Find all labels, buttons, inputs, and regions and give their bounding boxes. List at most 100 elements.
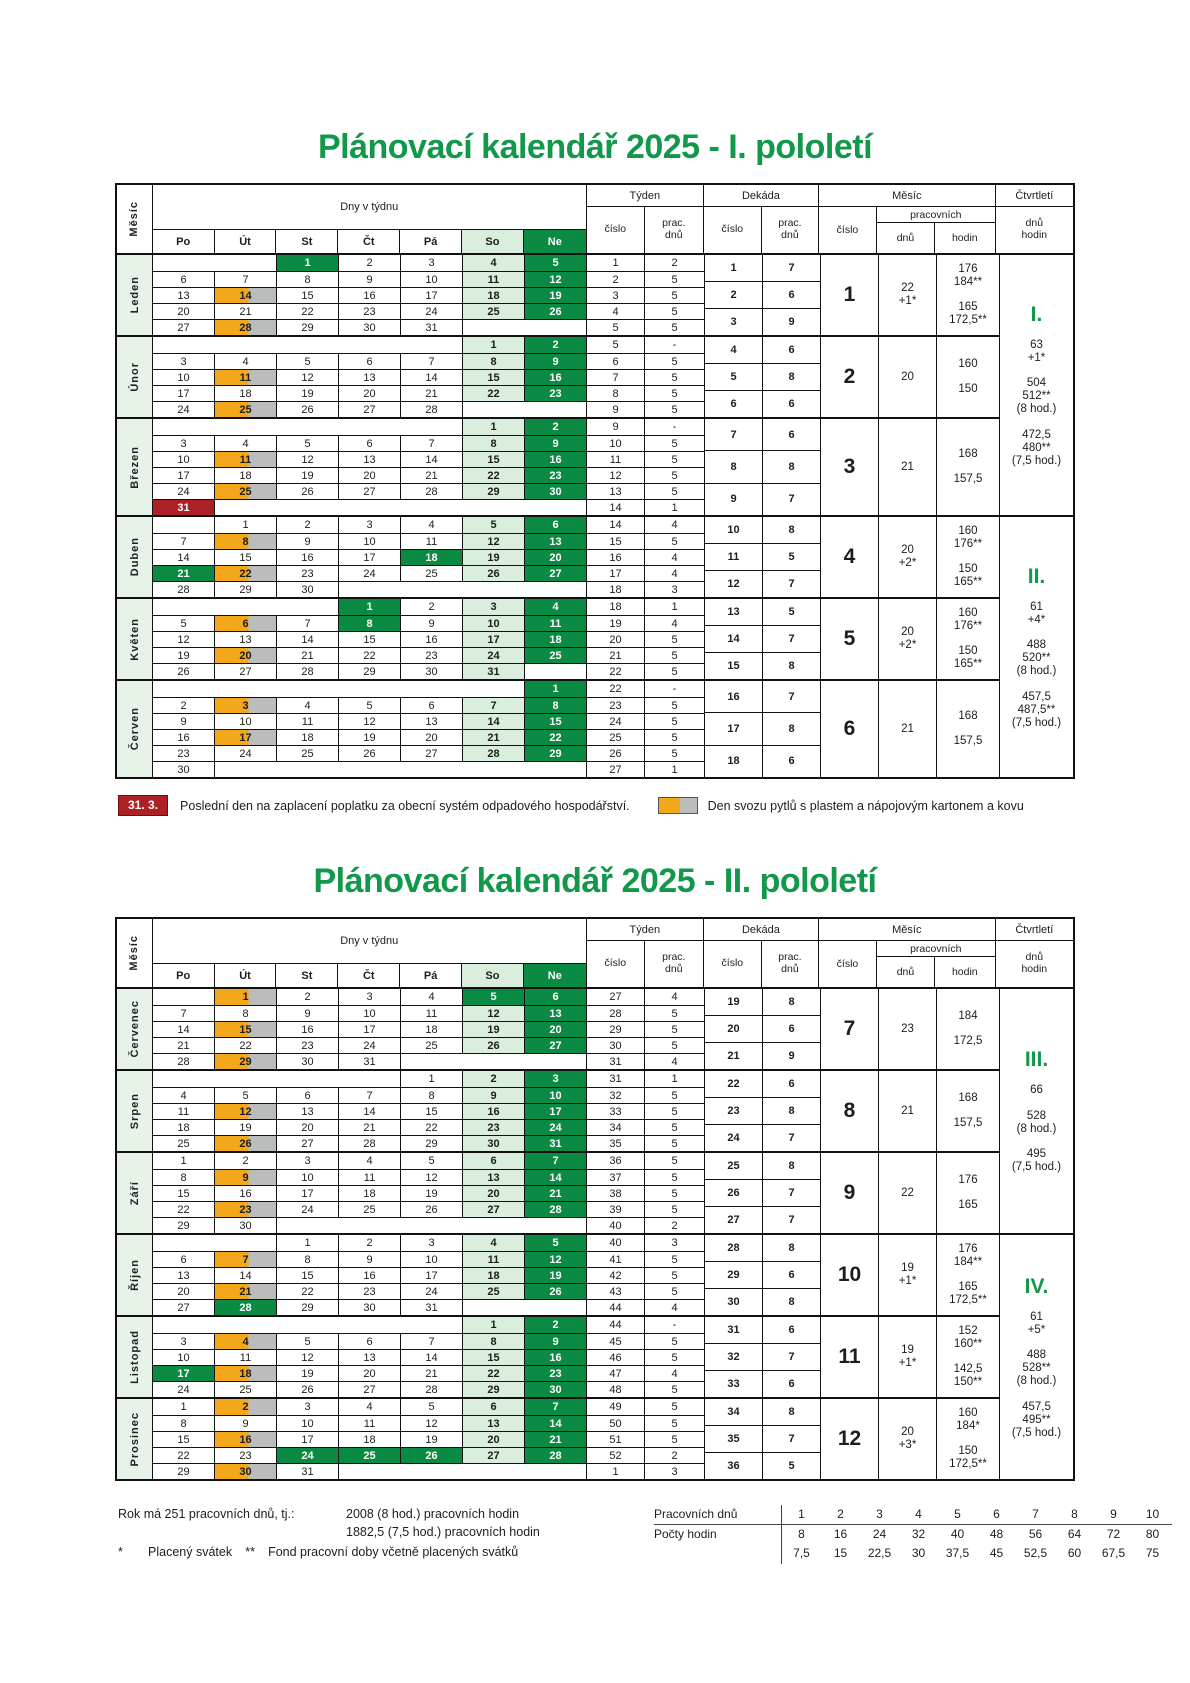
month-workdays: 21: [879, 1071, 937, 1151]
day-sunday: 14: [525, 1416, 587, 1431]
quarters-column: I. 63 +1* 504 512** (8 hod.) 472,5 480** …: [999, 255, 1073, 777]
week-number: 30: [587, 1038, 645, 1053]
week-row: 13 14 15 16 17 18 19 3 5: [153, 287, 705, 303]
table-header: Měsíc Dny v týdnu Po Út St Čt Pá So Ne Týden číslo…: [117, 919, 1074, 989]
hours-table-day-5: 5: [938, 1505, 977, 1526]
week-workdays: 5: [645, 534, 705, 549]
day-holiday: 25: [339, 1448, 401, 1463]
day-saturday: 28: [463, 746, 525, 761]
day-cell: 1: [277, 1235, 339, 1251]
week-row: 14 15 16 17 18 19 20 29 5: [153, 1021, 705, 1037]
day-cell: 29: [277, 1300, 339, 1315]
day-cell: 18: [215, 386, 277, 401]
dekada-row: 27 7: [705, 1206, 820, 1233]
month-workdays: 23: [879, 989, 937, 1069]
day-sunday: 20: [525, 550, 587, 565]
day-empty: [153, 1235, 277, 1251]
header-days-group: Dny v týdnu Po Út St Čt Pá So Ne: [152, 919, 587, 987]
month-name-cell: Květen: [117, 599, 153, 679]
dekada-number: 30: [705, 1289, 763, 1315]
day-sunday: 11: [525, 616, 587, 631]
quarter-hours: 66 528 (8 hod.) 495 (7,5 hod.): [1011, 1083, 1062, 1174]
week-workdays: 3: [645, 1464, 705, 1479]
dekada-row: 20 6: [705, 1015, 820, 1042]
dekada-workdays: 7: [788, 578, 795, 590]
day-cell: 2: [277, 517, 339, 533]
day-cell: 29: [339, 664, 401, 679]
day-waste-collection: 29: [215, 1054, 277, 1069]
week-row: 15 16 17 18 19 20 21 38 5: [153, 1185, 705, 1201]
day-sunday: 19: [525, 288, 587, 303]
day-cell: 24: [339, 1038, 401, 1053]
dekada-workdays: 7: [788, 262, 795, 274]
dekada-number: 25: [705, 1153, 763, 1179]
week-workdays: 5: [645, 648, 705, 663]
week-row: 6 7 8 9 10 11 12 2 5: [153, 271, 705, 287]
day-cell: 30: [339, 1300, 401, 1315]
month-dekady: 31 6 32 7 33 6: [705, 1317, 821, 1397]
dekada-number: 16: [705, 681, 763, 713]
day-cell: 24: [153, 1382, 215, 1397]
week-number: 1: [587, 255, 645, 271]
header-mesic-group-label: Měsíc: [818, 185, 995, 207]
quarter-label: IV.: [1024, 1274, 1049, 1298]
hours-table-h8-2: 16: [833, 1527, 848, 1542]
week-workdays: 5: [645, 664, 705, 679]
header-hodin-label: hodin: [951, 966, 978, 978]
week-workdays: -: [645, 1317, 705, 1333]
day-holiday: 8: [339, 616, 401, 631]
quarter-cell: II. 61 +4* 488 520** (8 hod.) 457,5 487,5…: [1000, 515, 1073, 777]
week-workdays: 2: [645, 1218, 705, 1233]
week-number: 12: [587, 468, 645, 483]
day-cell: 14: [215, 1268, 277, 1283]
header-weekday-6: So: [462, 964, 524, 987]
hours-reference-table: Pracovních dnů 1 2 3 4 5 6 7 8 9 10 Počty hodin 8 16 2…: [654, 1505, 1172, 1564]
day-cell: 27: [215, 664, 277, 679]
day-fee-deadline: 31: [153, 500, 215, 515]
day-cell: 22: [339, 648, 401, 663]
dekada-row: 15 8: [705, 652, 820, 679]
week-row: 1 2 3 31 1: [153, 1071, 705, 1087]
week-workdays: 4: [645, 517, 705, 533]
day-saturday: 1: [463, 419, 525, 435]
dekada-row: 16 7: [705, 681, 820, 713]
month-name-cell: Říjen: [117, 1235, 153, 1315]
day-cell: 28: [277, 664, 339, 679]
header-mesic-label: Měsíc: [128, 935, 141, 971]
month-name-cell: Červenec: [117, 989, 153, 1069]
day-sunday: 9: [525, 354, 587, 369]
day-sunday: 4: [525, 599, 587, 615]
month-weeks: 1 2 3 4 5 6 27 4 7 8 9 10 11 12 13 28 5 14 15 16 17 18 19 20 29 5…: [153, 989, 705, 1069]
day-cell: 13: [339, 370, 401, 385]
day-cell: 23: [277, 566, 339, 581]
week-workdays: 3: [645, 582, 705, 597]
header-dnu-label: dnů: [877, 957, 935, 987]
day-cell: 20: [153, 304, 215, 319]
hours-table-days-label: Pracovních dnů: [654, 1505, 782, 1526]
day-saturday: 16: [463, 1104, 525, 1119]
week-workdays: 5: [645, 272, 705, 287]
week-number: 26: [587, 746, 645, 761]
day-cell: 7: [277, 616, 339, 631]
day-cell: 17: [401, 1268, 463, 1283]
day-cell: 14: [153, 1022, 215, 1037]
dekada-row: 31 6: [705, 1317, 820, 1343]
header-tyden-sub: číslo prac. dnů: [587, 941, 703, 987]
footnote-star-symbol: *: [118, 1545, 123, 1560]
day-cell: 15: [153, 1186, 215, 1201]
week-workdays: -: [645, 419, 705, 435]
header-weekday-7: Ne: [523, 230, 586, 253]
day-cell: 26: [153, 664, 215, 679]
day-cell: 4: [401, 989, 463, 1005]
header-dekada-sub: číslo prac. dnů: [704, 941, 818, 987]
header-weekday-3: St: [276, 230, 339, 253]
day-saturday: 2: [463, 1071, 525, 1087]
week-row: 4 5 6 7 8 9 10 32 5: [153, 1087, 705, 1103]
dekada-workdays: 8: [788, 460, 795, 473]
week-row: 16 17 18 19 20 21 22 25 5: [153, 729, 705, 745]
dekada-number: 19: [705, 989, 763, 1015]
day-cell: 12: [339, 714, 401, 729]
